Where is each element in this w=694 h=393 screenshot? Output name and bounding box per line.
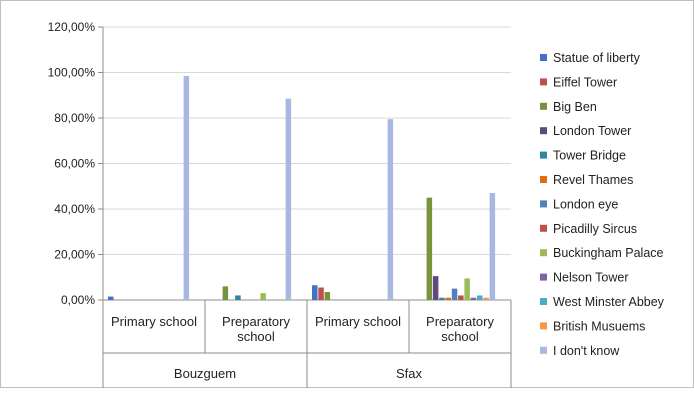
bar xyxy=(260,293,266,300)
legend-label: London eye xyxy=(553,197,618,211)
bar xyxy=(426,197,433,300)
bar xyxy=(312,285,318,300)
legend-label: Buckingham Palace xyxy=(553,246,664,260)
y-tick-label: 120,00% xyxy=(48,20,96,34)
legend-label: London Tower xyxy=(553,124,631,138)
legend-label: Revel Thames xyxy=(553,173,633,187)
bar xyxy=(483,297,489,300)
bar xyxy=(235,295,241,300)
bar xyxy=(387,119,394,300)
legend-swatch xyxy=(540,346,547,354)
bar xyxy=(451,288,458,300)
y-tick-label: 0,00% xyxy=(61,293,95,307)
legend-label: British Musuems xyxy=(553,319,645,333)
bar xyxy=(108,296,114,300)
legend-swatch xyxy=(540,127,547,135)
legend-swatch xyxy=(540,249,547,257)
x-category-label: school xyxy=(441,329,479,344)
x-category-label: Preparatory xyxy=(222,314,290,329)
x-group-label: Bouzguem xyxy=(174,366,236,381)
legend-swatch xyxy=(540,78,547,86)
y-tick-label: 60,00% xyxy=(54,157,95,171)
legend-swatch xyxy=(540,151,547,159)
legend-swatch xyxy=(540,200,547,208)
bar xyxy=(318,287,324,300)
bar xyxy=(477,295,483,300)
y-tick-label: 20,00% xyxy=(54,248,95,262)
bar xyxy=(489,193,496,300)
bar xyxy=(470,297,477,300)
bar xyxy=(439,297,445,300)
bar xyxy=(458,295,464,300)
legend-swatch xyxy=(540,54,547,61)
legend-swatch xyxy=(540,298,547,305)
legend-swatch xyxy=(540,273,547,281)
legend-label: Tower Bridge xyxy=(553,149,626,163)
x-category-label: Primary school xyxy=(315,314,401,329)
legend-label: I don't know xyxy=(553,344,620,358)
x-category-label: school xyxy=(237,329,275,344)
legend-label: Picadilly Sircus xyxy=(553,222,637,236)
legend-label: Eiffel Tower xyxy=(553,75,617,89)
x-category-label: Preparatory xyxy=(426,314,494,329)
legend-swatch xyxy=(540,224,547,232)
bar xyxy=(432,276,439,300)
legend-swatch xyxy=(540,102,547,110)
bar xyxy=(183,75,190,300)
y-tick-label: 100,00% xyxy=(48,66,96,80)
legend-label: Big Ben xyxy=(553,100,597,114)
bar xyxy=(464,278,470,300)
legend-label: Statue of liberty xyxy=(553,51,641,65)
legend-label: West Minster Abbey xyxy=(553,295,665,309)
x-group-label: Sfax xyxy=(396,366,423,381)
y-tick-label: 40,00% xyxy=(54,202,95,216)
y-tick-label: 80,00% xyxy=(54,111,95,125)
bar xyxy=(445,297,451,300)
bar xyxy=(222,286,229,300)
legend-label: Nelson Tower xyxy=(553,271,629,285)
x-category-label: Primary school xyxy=(111,314,197,329)
legend-swatch xyxy=(540,176,547,183)
bar xyxy=(285,98,292,300)
bar xyxy=(324,292,331,300)
legend-swatch xyxy=(540,322,547,330)
